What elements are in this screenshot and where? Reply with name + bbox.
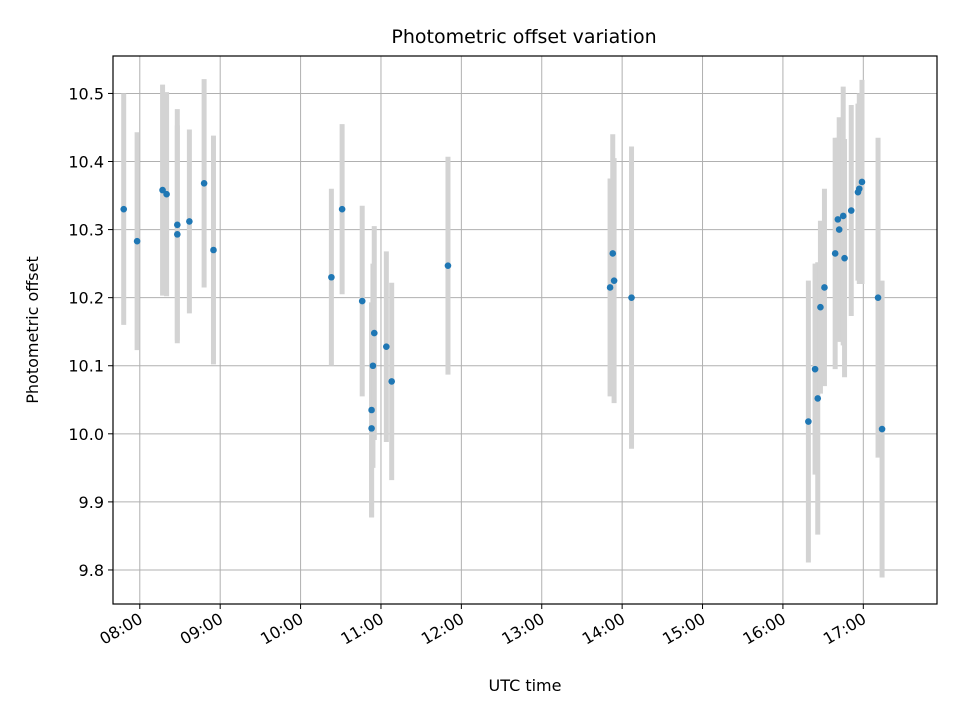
grid-lines xyxy=(113,56,937,604)
data-point xyxy=(855,185,863,193)
x-axis-label: UTC time xyxy=(489,676,562,695)
data-point xyxy=(811,365,819,373)
data-point xyxy=(835,226,843,233)
data-point xyxy=(878,425,886,433)
y-tick-label: 10.2 xyxy=(68,289,104,308)
data-point xyxy=(821,284,828,291)
data-point xyxy=(133,237,141,245)
data-point xyxy=(120,205,128,213)
data-point xyxy=(847,207,855,214)
data-points xyxy=(120,178,886,433)
data-point xyxy=(369,362,377,370)
y-tick-label: 10.5 xyxy=(68,84,104,103)
data-point xyxy=(841,254,848,262)
data-point xyxy=(368,425,375,432)
data-point xyxy=(444,262,452,269)
data-point xyxy=(874,294,882,301)
data-point xyxy=(814,395,822,402)
data-point xyxy=(358,297,366,305)
data-point xyxy=(159,186,166,194)
data-point xyxy=(368,406,375,414)
data-point xyxy=(610,277,618,284)
data-point xyxy=(609,250,617,257)
data-point xyxy=(200,179,208,187)
y-tick-label: 10.3 xyxy=(68,221,104,240)
y-tick-label: 10.0 xyxy=(68,425,104,444)
data-point xyxy=(858,178,866,186)
data-point xyxy=(834,216,842,223)
data-point xyxy=(210,246,217,254)
data-point xyxy=(805,418,812,425)
y-tick-label: 9.9 xyxy=(79,493,104,512)
plot-frame xyxy=(112,55,938,605)
y-tick-label: 10.4 xyxy=(68,153,104,172)
data-point xyxy=(606,284,614,291)
data-point xyxy=(174,221,181,229)
data-point xyxy=(328,273,335,281)
data-point xyxy=(383,343,390,350)
y-tick-label: 9.8 xyxy=(79,561,104,580)
data-point xyxy=(817,303,824,311)
data-point xyxy=(388,378,395,385)
y-tick-label: 10.1 xyxy=(68,357,104,376)
data-point xyxy=(831,250,839,257)
chart-title: Photometric offset variation xyxy=(391,26,656,48)
data-point xyxy=(174,231,181,238)
data-point xyxy=(186,218,193,225)
y-axis-ticks: 9.8 9.9 10.0 10.1 10.2 10.3 10.4 10.5 xyxy=(68,84,113,580)
data-point xyxy=(370,329,378,337)
data-point xyxy=(338,205,346,213)
data-point xyxy=(628,294,635,301)
data-point xyxy=(163,190,170,198)
data-point xyxy=(839,212,847,220)
y-axis-label: Photometric offset xyxy=(23,256,42,404)
